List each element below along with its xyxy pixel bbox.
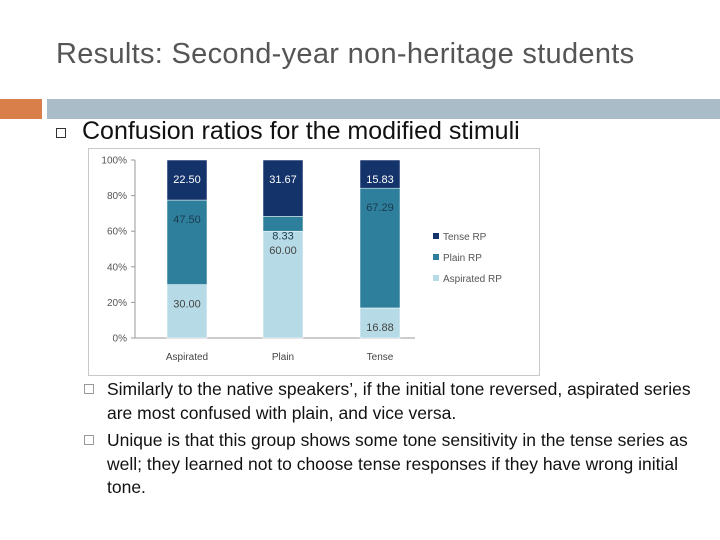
square-bullet-icon — [84, 435, 94, 445]
accent-bar-orange — [0, 99, 42, 119]
y-tick-label: 40% — [107, 262, 127, 273]
accent-bar-blue — [47, 99, 720, 119]
legend-swatch — [433, 254, 439, 260]
y-tick-label: 20% — [107, 298, 127, 309]
bar-segment — [262, 230, 304, 339]
y-tick-label: 60% — [107, 227, 127, 238]
y-tick-label: 80% — [107, 191, 127, 202]
sub-bullet-item: Similarly to the native speakers’, if th… — [82, 378, 702, 425]
square-bullet-icon — [84, 384, 94, 394]
legend-swatch — [433, 233, 439, 239]
bar-segment — [166, 284, 208, 339]
bar-segment — [166, 159, 208, 201]
square-bullet-icon — [56, 128, 66, 138]
x-tick-label: Plain — [272, 352, 294, 363]
data-label: 16.88 — [366, 322, 394, 334]
bar-segment — [262, 216, 304, 232]
data-label: 47.50 — [173, 214, 201, 226]
stacked-bar-chart: 0% 20% 40% 60% 80% 100% 30.00 47.50 22.50 Aspirat… — [88, 148, 540, 376]
data-label: 30.00 — [173, 299, 201, 311]
bar-segment — [359, 307, 401, 339]
bar-segment — [359, 187, 401, 309]
data-label: 15.83 — [366, 174, 394, 186]
sub-bullet-item: Unique is that this group shows some ton… — [82, 429, 702, 500]
sub-bullet-list: Similarly to the native speakers’, if th… — [82, 378, 702, 504]
bar-segment — [359, 159, 401, 189]
y-tick-label: 100% — [101, 156, 127, 167]
slide-title: Results: Second-year non-heritage studen… — [56, 38, 635, 70]
main-bullet-text: Confusion ratios for the modified stimul… — [82, 117, 520, 145]
data-label: 31.67 — [269, 174, 297, 186]
data-label: 67.29 — [366, 202, 394, 214]
bar-segment — [262, 159, 304, 217]
chart-canvas: 0% 20% 40% 60% 80% 100% 30.00 47.50 22.50 Aspirat… — [101, 156, 502, 364]
x-tick-label: Tense — [367, 352, 394, 363]
data-label: 22.50 — [173, 174, 201, 186]
legend-swatch — [433, 275, 439, 281]
sub-bullet-text: Unique is that this group shows some ton… — [107, 430, 688, 497]
sub-bullet-text: Similarly to the native speakers’, if th… — [107, 379, 691, 423]
data-label: 60.00 — [269, 245, 297, 257]
bar-segment — [166, 199, 208, 285]
data-label: 8.33 — [272, 230, 293, 242]
legend-label: Tense RP — [443, 232, 487, 243]
legend-label: Aspirated RP — [443, 274, 502, 285]
legend-label: Plain RP — [443, 253, 482, 264]
y-tick-label: 0% — [113, 334, 128, 345]
x-tick-label: Aspirated — [166, 352, 208, 363]
